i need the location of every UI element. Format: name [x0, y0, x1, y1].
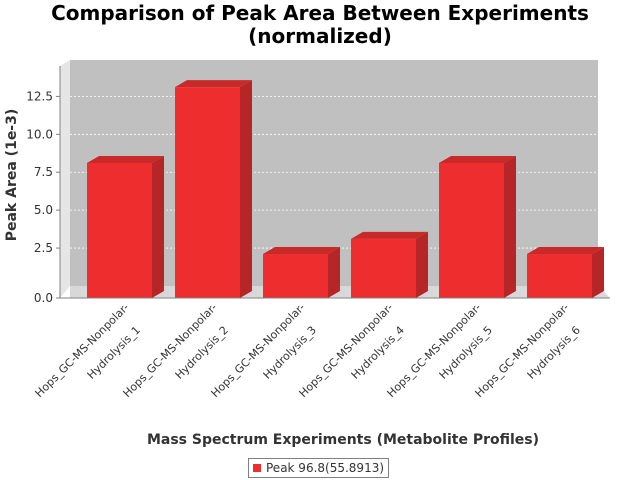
chart-title: Comparison of Peak Area Between Experime…	[0, 2, 640, 48]
bar-side	[152, 156, 164, 298]
bar-group	[87, 80, 604, 298]
bar-front	[527, 254, 592, 298]
plot-left-wall	[60, 60, 70, 298]
bar-top	[439, 156, 516, 164]
y-tick-label: 2.5	[34, 241, 53, 255]
bar-front	[87, 163, 152, 298]
bar	[175, 80, 252, 298]
bar-front	[351, 238, 416, 298]
x-category-label: Hops_GC-MS-Nonpolar-Hydrolysis_4	[297, 301, 407, 400]
bar-top	[527, 247, 604, 255]
x-category-label: Hops_GC-MS-Nonpolar-Hydrolysis_6	[473, 301, 583, 400]
y-tick-labels: 0.0 2.5 5.0 7.5 10.0 12.5	[26, 89, 60, 305]
legend: Peak 96.8(55.8913)	[248, 458, 390, 478]
bar	[87, 156, 164, 298]
bar	[263, 247, 340, 298]
y-axis-title: Peak Area (1e-3)	[4, 109, 20, 242]
x-category-label: Hops_GC-MS-Nonpolar-Hydrolysis_5	[385, 301, 495, 400]
x-category-label: Hops_GC-MS-Nonpolar-Hydrolysis_1	[33, 301, 143, 400]
bar-top	[351, 231, 428, 239]
bar-top	[263, 247, 340, 255]
bar-top	[175, 80, 252, 88]
bar-side	[240, 80, 252, 298]
axes	[59, 66, 610, 299]
x-category-label: Hops_GC-MS-Nonpolar-Hydrolysis_3	[209, 301, 319, 400]
legend-label: Peak 96.8(55.8913)	[266, 461, 385, 475]
bar-side	[592, 247, 604, 298]
chart-title-line-2: (normalized)	[248, 24, 392, 48]
y-tick-label: 12.5	[26, 89, 53, 103]
bar-side	[416, 231, 428, 298]
bar	[351, 231, 428, 298]
bar	[527, 247, 604, 298]
legend-swatch	[253, 464, 261, 472]
x-axis-title: Mass Spectrum Experiments (Metabolite Pr…	[147, 432, 539, 448]
bar-front	[175, 87, 240, 298]
chart-title-line-1: Comparison of Peak Area Between Experime…	[51, 1, 589, 25]
y-tick-label: 5.0	[34, 203, 53, 217]
x-category-labels: Hops_GC-MS-Nonpolar-Hydrolysis_1Hops_GC-…	[33, 301, 583, 400]
y-tick-label: 7.5	[34, 165, 53, 179]
bar-front	[439, 163, 504, 298]
bar-top	[87, 156, 164, 164]
bar-front	[263, 254, 328, 298]
x-category-label: Hops_GC-MS-Nonpolar-Hydrolysis_2	[121, 301, 231, 400]
y-tick-label: 10.0	[26, 127, 53, 141]
y-tick-label: 0.0	[34, 291, 53, 305]
bar-side	[504, 156, 516, 298]
bar	[439, 156, 516, 298]
bar-side	[328, 247, 340, 298]
